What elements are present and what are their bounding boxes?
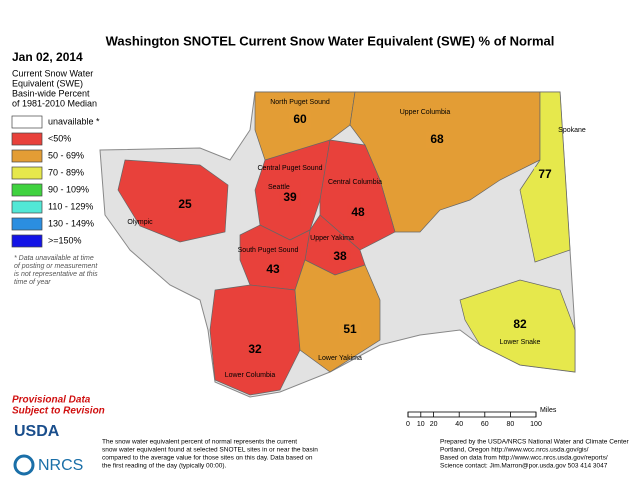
provisional-note: Subject to Revision [12, 406, 105, 417]
legend-heading: Basin-wide Percent [12, 88, 90, 98]
credits: Science contact: Jim.Marron@por.usda.gov… [440, 463, 608, 470]
logo-usda: USDA [14, 423, 60, 440]
basin-value: 48 [351, 205, 365, 219]
description: the first reading of the day (typically … [102, 463, 226, 470]
legend-swatch [11, 149, 43, 163]
scale-label: 0 [406, 421, 410, 428]
scale-label: 100 [530, 421, 542, 428]
value-box [289, 112, 311, 128]
basin-name: Spokane [558, 127, 586, 134]
legend-swatch [11, 217, 43, 231]
date: Jan 02, 2014 [12, 50, 83, 64]
legend-swatch [11, 234, 43, 248]
basin-value: 51 [343, 322, 357, 336]
city-label: Seattle [268, 184, 290, 191]
value-box [509, 317, 531, 333]
basin-name: Olympic [127, 219, 153, 226]
legend-swatch [11, 132, 43, 146]
scale-label: 10 [417, 421, 425, 428]
basin-name: South Puget Sound [238, 247, 299, 254]
legend-heading: Equivalent (SWE) [12, 78, 83, 88]
credits: Based on data from http://www.wcc.nrcs.u… [440, 455, 608, 462]
legend-label: 90 - 109% [48, 184, 89, 194]
value-box [279, 190, 301, 206]
description: The snow water equivalent percent of nor… [102, 439, 297, 446]
basin-name: North Puget Sound [270, 99, 330, 106]
scale-label: 40 [455, 421, 463, 428]
legend-label: 130 - 149% [48, 218, 94, 228]
value-box [347, 205, 369, 221]
value-box [262, 262, 284, 278]
scale-label: 60 [481, 421, 489, 428]
legend-note: time of year [14, 279, 51, 286]
basin-value: 77 [538, 167, 552, 181]
scale-unit: Miles [540, 407, 557, 414]
description: compared to the average value for those … [102, 455, 313, 462]
logo-nrcs: NRCS [38, 457, 83, 474]
value-box [426, 132, 448, 148]
value-box [244, 342, 266, 358]
legend-label: unavailable * [48, 116, 100, 126]
legend-heading: Current Snow Water [12, 68, 93, 78]
legend-label: >=150% [48, 235, 82, 245]
basin-area [319, 139, 396, 251]
legend-note: is not representative at this [14, 271, 98, 278]
basin-name: Upper Columbia [400, 109, 451, 116]
basin-value: 39 [283, 190, 297, 204]
legend-heading: of 1981-2010 Median [12, 98, 97, 108]
basin-value: 60 [293, 112, 307, 126]
basin-name: Central Puget Sound [258, 165, 323, 172]
provisional-note: Provisional Data [12, 395, 91, 406]
scale-label: 20 [430, 421, 438, 428]
legend-swatch [11, 183, 43, 197]
basin-area [294, 259, 381, 373]
legend-note: * Data unavailable at time [14, 255, 94, 262]
basin-value: 38 [333, 249, 347, 263]
basin-name: Lower Snake [500, 339, 541, 346]
legend-swatch [11, 166, 43, 180]
basin-name: Lower Yakima [318, 355, 362, 362]
legend-label: 70 - 89% [48, 167, 84, 177]
title: Washington SNOTEL Current Snow Water Equ… [106, 33, 555, 48]
basin-name: Central Columbia [328, 179, 382, 186]
value-box [174, 197, 196, 213]
scale-label: 80 [507, 421, 515, 428]
legend-label: 50 - 69% [48, 150, 84, 160]
credits: Portland, Oregon http://www.wcc.nrcs.usd… [440, 447, 589, 454]
legend-note: of posting or measurement [14, 263, 98, 270]
basin-area [209, 284, 301, 396]
description: snow water equivalent found at selected … [102, 447, 318, 454]
basin-value: 43 [266, 262, 280, 276]
basin-value: 82 [513, 317, 527, 331]
credits: Prepared by the USDA/NRCS National Water… [440, 439, 630, 446]
basin-value: 68 [430, 132, 444, 146]
basin-value: 32 [248, 342, 262, 356]
legend-label: 110 - 129% [48, 201, 93, 211]
basin-name: Lower Columbia [225, 372, 276, 379]
basin-name: Upper Yakima [310, 235, 354, 242]
logo-mark [13, 454, 35, 476]
value-box [534, 167, 556, 183]
value-box [329, 249, 351, 265]
legend-label: <50% [48, 133, 71, 143]
value-box [339, 322, 361, 338]
legend-swatch [11, 200, 43, 214]
basin-area [117, 159, 229, 243]
legend-swatch [11, 115, 43, 129]
basin-value: 25 [178, 197, 192, 211]
